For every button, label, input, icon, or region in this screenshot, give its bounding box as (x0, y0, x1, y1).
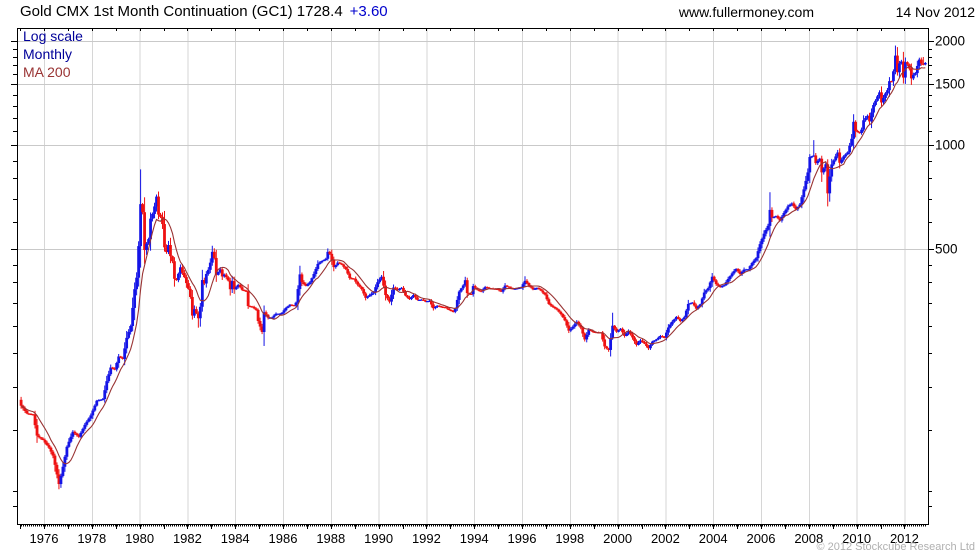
x-tick-label: 2010 (842, 531, 871, 546)
x-tick-label: 1982 (173, 531, 202, 546)
x-tick-label: 1980 (125, 531, 154, 546)
y-axis-labels: 2000 1500 1000 500 (935, 34, 965, 257)
y-tick-label: 1000 (935, 138, 965, 153)
chart-title-line: Gold CMX 1st Month Continuation (GC1) 17… (20, 3, 388, 20)
x-tick-label: 2002 (651, 531, 680, 546)
x-tick-label: 1978 (77, 531, 106, 546)
x-tick-label: 1992 (412, 531, 441, 546)
chart-title: Gold CMX 1st Month Continuation (GC1) 17… (20, 3, 343, 20)
x-tick-label: 1994 (460, 531, 489, 546)
legend-ma-200: MA 200 (23, 64, 71, 80)
ma-200-line (20, 65, 926, 465)
x-tick-label: 2006 (747, 531, 776, 546)
x-tick-label: 1990 (364, 531, 393, 546)
x-tick-label: 1998 (555, 531, 584, 546)
price-change-value: +3.60 (349, 3, 388, 20)
x-tick-label: 1988 (316, 531, 345, 546)
chart-legend: Log scale Monthly MA 200 (23, 27, 83, 81)
legend-log-scale: Log scale (23, 28, 83, 44)
x-tick-label: 2012 (890, 531, 919, 546)
website-label: www.fullermoney.com (678, 4, 814, 20)
legend-monthly: Monthly (23, 46, 73, 62)
x-tick-label: 2008 (794, 531, 823, 546)
x-tick-label: 1986 (269, 531, 298, 546)
plot-frame-and-ticks (11, 28, 934, 529)
date-label: 14 Nov 2012 (895, 4, 975, 20)
x-tick-label: 1984 (221, 531, 250, 546)
candles (19, 45, 927, 490)
x-tick-label: 1996 (508, 531, 537, 546)
x-tick-label: 2004 (699, 531, 728, 546)
y-tick-label: 1500 (935, 77, 965, 92)
y-tick-label: 2000 (935, 34, 965, 49)
copyright-notice: © 2012 Stockcube Research Ltd (816, 541, 975, 553)
x-tick-label: 1976 (30, 531, 59, 546)
x-axis-labels: 1976 1978 1980 1982 1984 1986 1988 1990 1992 1994… (30, 531, 919, 546)
x-tick-label: 2000 (603, 531, 632, 546)
y-tick-label: 500 (935, 242, 958, 257)
gridlines (17, 28, 928, 524)
